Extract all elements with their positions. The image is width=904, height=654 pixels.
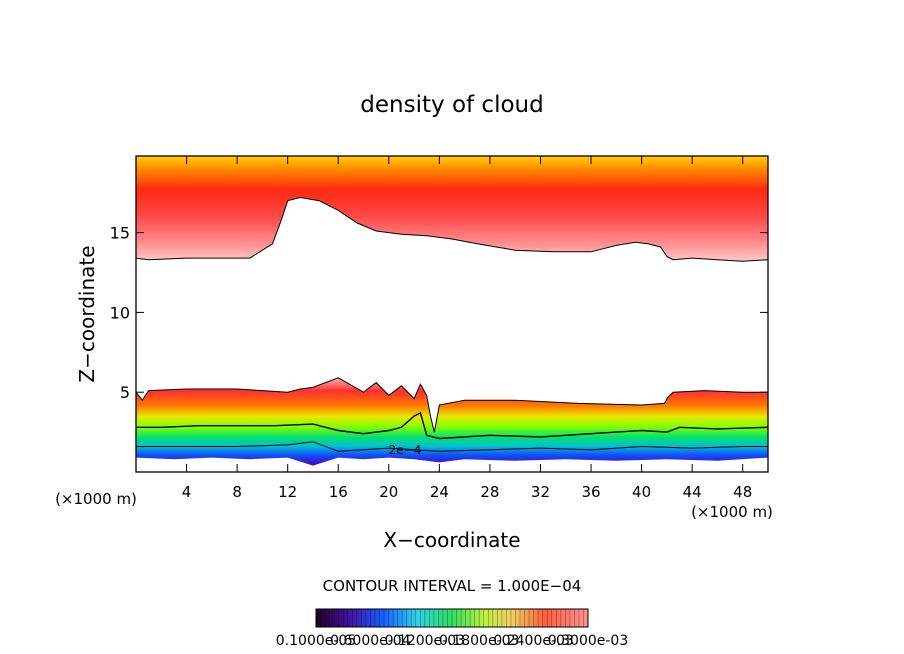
contour-line-1e-4 <box>136 441 768 452</box>
x-tick-label: 8 <box>232 483 242 501</box>
x-tick-label: 24 <box>430 483 449 501</box>
upper-cloud-contour <box>136 196 768 262</box>
lower-cloud-contour <box>136 377 768 433</box>
y-tick-label: 15 <box>110 224 130 243</box>
plot-frame <box>135 155 769 473</box>
x-axis-label: X−coordinate <box>383 528 520 552</box>
colorbar-label: 0.3000e-03 <box>548 633 628 649</box>
colorbar-label: 0.6000e-04 <box>330 633 411 649</box>
contour-interval-text: CONTOUR INTERVAL = 1.000E−04 <box>323 577 582 595</box>
colorbar <box>315 608 589 628</box>
lower-cloud-region <box>136 377 768 466</box>
colorbar-label: 0.1800e-03 <box>439 633 519 649</box>
x-tick-label: 32 <box>531 483 550 501</box>
contour-label: 2e−4 <box>389 443 422 457</box>
x-tick-label: 28 <box>480 483 499 501</box>
y-tick-label: 10 <box>110 303 130 322</box>
colorbar-labels: 0.1000e-050.6000e-040.1200e-030.1800e-03… <box>276 633 628 649</box>
plot-area <box>136 156 768 466</box>
x-axis-ticks: 4 8 12 16 20 24 28 32 36 40 44 48 <box>182 156 752 501</box>
x-unit-left: (×1000 m) <box>55 490 137 508</box>
y-axis-label: Z−coordinate <box>75 245 99 382</box>
colorbar-label: 0.1200e-03 <box>385 633 465 649</box>
x-tick-label: 20 <box>379 483 398 501</box>
x-tick-label: 16 <box>329 483 348 501</box>
chart-title: density of cloud <box>360 92 543 118</box>
y-axis-ticks: 5 10 15 <box>110 224 768 402</box>
x-tick-label: 40 <box>632 483 651 501</box>
upper-cloud-region <box>136 156 768 262</box>
x-tick-label: 4 <box>182 483 192 501</box>
x-tick-label: 44 <box>683 483 702 501</box>
x-tick-label: 12 <box>278 483 297 501</box>
x-unit-right: (×1000 m) <box>691 503 773 521</box>
colorbar-label: 0.1000e-05 <box>276 633 356 649</box>
x-tick-label: 36 <box>581 483 600 501</box>
colorbar-bands <box>320 609 584 627</box>
colorbar-label: 0.2400e-03 <box>493 633 573 649</box>
x-tick-label: 48 <box>733 483 752 501</box>
y-tick-label: 5 <box>120 383 130 402</box>
contour-line-2e-4 <box>136 411 768 440</box>
